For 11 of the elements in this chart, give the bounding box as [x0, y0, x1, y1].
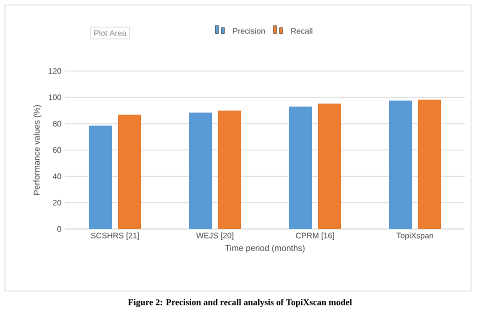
caption: Figure 2: Precision and recall analysis of TopiXscan model	[128, 298, 352, 308]
bar	[218, 110, 242, 229]
bar	[289, 106, 312, 229]
bar	[118, 114, 142, 229]
y-axis-title: Performance values (%)	[33, 105, 42, 195]
bar	[318, 104, 342, 229]
bar	[189, 112, 212, 229]
bar	[418, 100, 442, 229]
x-axis-title: Time period (months)	[225, 244, 305, 253]
bar	[89, 126, 112, 229]
bar	[389, 100, 412, 229]
